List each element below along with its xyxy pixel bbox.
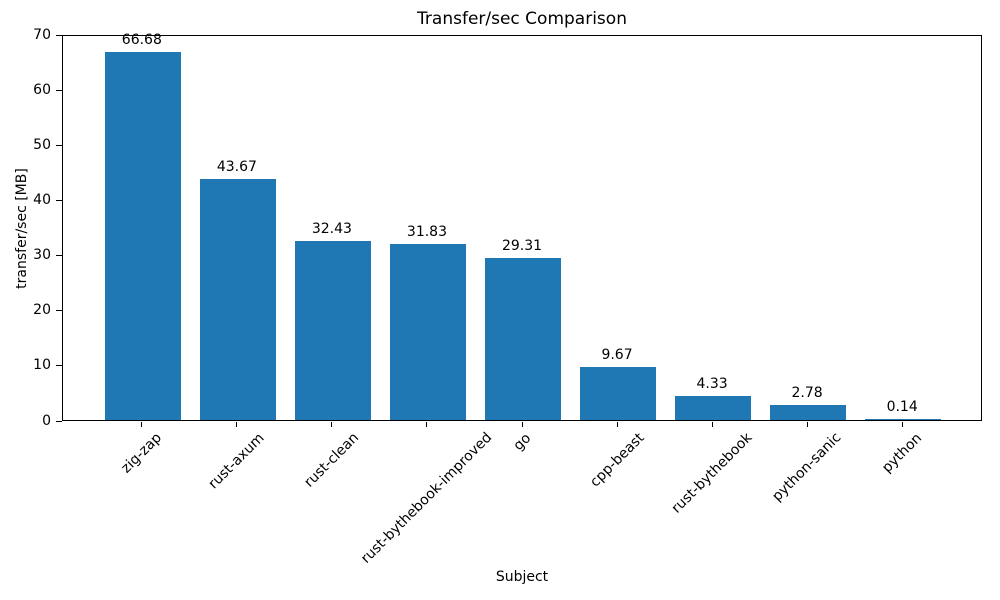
y-tick-mark: [56, 89, 62, 91]
bar: [104, 52, 181, 420]
y-tick-label: 60: [33, 81, 51, 98]
y-tick-mark: [56, 310, 62, 312]
y-tick-mark: [56, 255, 62, 257]
x-tick-mark: [141, 422, 143, 427]
plot-area: [62, 35, 982, 421]
y-tick-label: 40: [33, 191, 51, 208]
x-tick-mark: [426, 422, 428, 427]
x-axis-label: Subject: [495, 569, 549, 585]
y-tick-mark: [56, 34, 62, 36]
bar: [580, 366, 657, 420]
bar: [294, 241, 371, 420]
bar-value-label: 29.31: [501, 238, 543, 255]
y-axis-label: transfer/sec [MB]: [13, 167, 30, 289]
y-tick-label: 30: [33, 247, 51, 264]
x-tick-mark: [236, 422, 238, 427]
y-tick-label: 10: [33, 357, 51, 374]
x-tick-label: go: [510, 429, 534, 454]
bar-value-label: 2.78: [791, 384, 823, 401]
bar-value-label: 31.83: [406, 224, 447, 241]
bar-value-label: 32.43: [311, 221, 352, 238]
x-tick-mark: [901, 422, 903, 427]
bar-value-label: 0.14: [886, 399, 918, 416]
bar: [675, 396, 752, 420]
x-tick-mark: [806, 422, 808, 427]
y-tick-label: 70: [33, 26, 51, 43]
x-tick-label: cpp-beast: [586, 429, 648, 491]
y-tick-mark: [56, 199, 62, 201]
x-tick-label: zig-zap: [118, 429, 165, 477]
x-tick-mark: [331, 422, 333, 427]
x-tick-label: rust-clean: [301, 429, 363, 491]
bar-value-label: 4.33: [696, 376, 728, 393]
y-tick-mark: [56, 365, 62, 367]
y-tick-mark: [56, 144, 62, 146]
y-tick-label: 50: [33, 136, 51, 153]
bar-value-label: 9.67: [601, 346, 633, 363]
x-tick-label: rust-bythebook: [668, 430, 755, 517]
bar: [199, 179, 276, 420]
x-tick-label: python-sanic: [769, 429, 845, 506]
bar-value-label: 66.68: [121, 32, 162, 49]
chart-title: Transfer/sec Comparison: [417, 9, 627, 29]
x-tick-mark: [711, 422, 713, 427]
y-tick-label: 0: [42, 412, 51, 429]
bar: [389, 244, 466, 420]
bar: [865, 419, 942, 420]
x-tick-mark: [521, 422, 523, 427]
x-tick-mark: [616, 422, 618, 427]
y-tick-mark: [56, 420, 62, 422]
y-tick-label: 20: [33, 302, 51, 319]
bar: [484, 258, 561, 420]
bar: [770, 404, 847, 420]
x-tick-label: rust-bythebook-improved: [358, 429, 496, 568]
bar-value-label: 43.67: [216, 159, 257, 176]
x-tick-label: python: [878, 429, 925, 476]
x-tick-label: rust-axum: [205, 430, 268, 493]
